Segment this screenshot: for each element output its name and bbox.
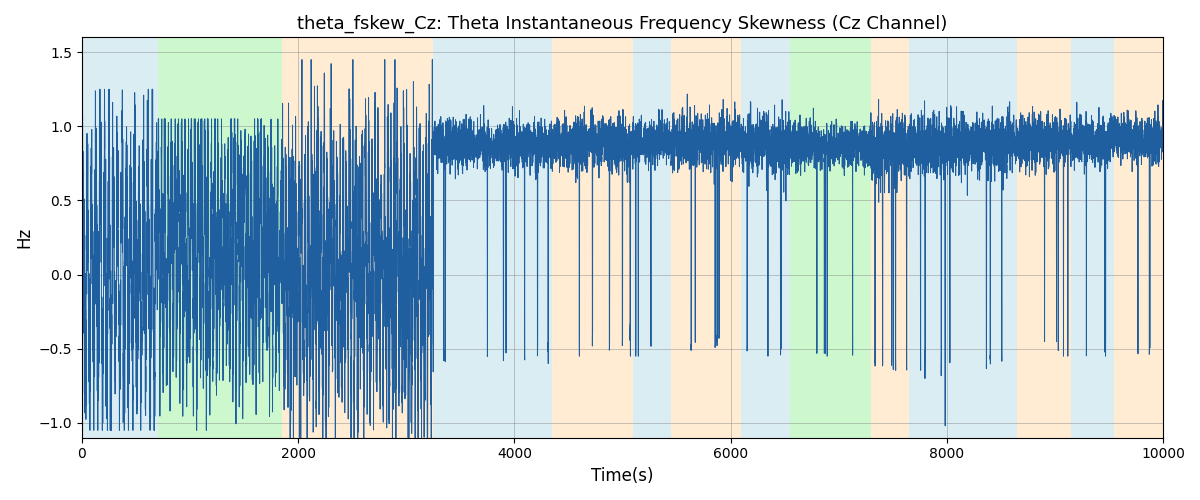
Bar [82,38,157,438]
Y-axis label: Hz: Hz [14,227,32,248]
Bar [790,38,871,438]
Bar [871,38,908,438]
Bar [908,38,1018,438]
Bar [157,38,282,438]
Bar [433,38,552,438]
Bar [671,38,742,438]
Bar [1018,38,1072,438]
Bar [552,38,634,438]
Title: theta_fskew_Cz: Theta Instantaneous Frequency Skewness (Cz Channel): theta_fskew_Cz: Theta Instantaneous Freq… [298,15,948,34]
Bar [634,38,671,438]
X-axis label: Time(s): Time(s) [592,467,654,485]
Bar [742,38,790,438]
Bar [282,38,433,438]
Bar [1072,38,1115,438]
Bar [1115,38,1163,438]
